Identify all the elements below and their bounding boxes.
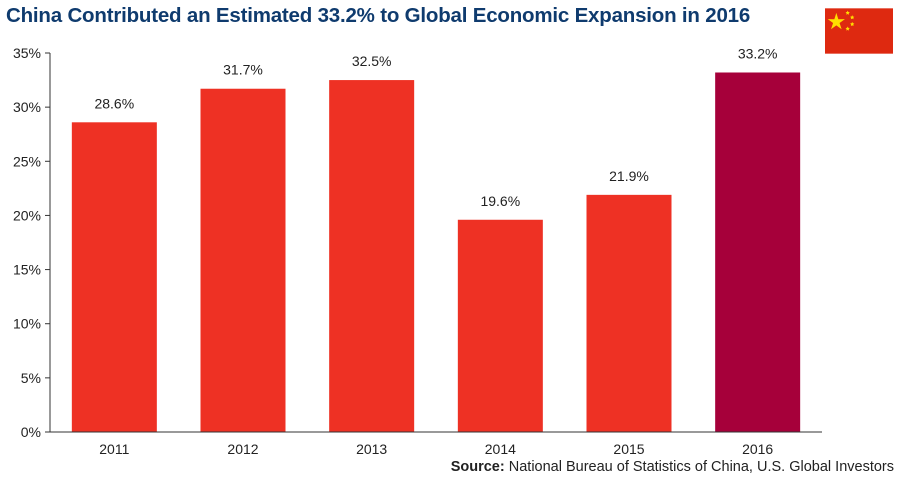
x-tick-label-2013: 2013 xyxy=(356,441,387,457)
y-tick-label: 0% xyxy=(21,424,41,440)
x-tick-label-2015: 2015 xyxy=(613,441,644,457)
source-note: Source: National Bureau of Statistics of… xyxy=(451,459,894,475)
data-label-2011: 28.6% xyxy=(94,95,134,111)
data-label-2015: 21.9% xyxy=(609,168,649,184)
x-tick-label-2011: 2011 xyxy=(99,441,129,457)
flag-large-star xyxy=(827,12,845,30)
data-label-2014: 19.6% xyxy=(480,193,520,209)
y-tick-label: 5% xyxy=(21,370,41,386)
y-tick-label: 10% xyxy=(13,316,41,332)
bar-2012 xyxy=(200,88,286,432)
flag-small-star-4 xyxy=(845,26,850,31)
data-label-2012: 31.7% xyxy=(223,62,263,78)
flag-small-star-3 xyxy=(850,21,855,27)
x-tick-label-2012: 2012 xyxy=(227,441,258,457)
y-tick-label: 30% xyxy=(13,99,41,115)
y-tick-label: 15% xyxy=(13,262,41,278)
bar-2016 xyxy=(715,72,801,433)
chart-title: China Contributed an Estimated 33.2% to … xyxy=(6,4,751,27)
source-label: Source: xyxy=(450,459,505,475)
source-text: National Bureau of Statistics of China, … xyxy=(508,459,894,475)
flag-small-star-2 xyxy=(850,15,855,20)
data-label-2013: 32.5% xyxy=(352,53,392,69)
x-tick-label-2014: 2014 xyxy=(485,441,516,457)
bar-2011 xyxy=(71,122,157,432)
x-tick-label-2016: 2016 xyxy=(742,441,773,457)
data-label-2016: 33.2% xyxy=(738,45,778,61)
bar-2015 xyxy=(586,194,672,432)
y-tick-label: 20% xyxy=(13,207,41,223)
bar-2013 xyxy=(329,80,415,433)
y-tick-label: 35% xyxy=(13,45,41,61)
china-flag-icon xyxy=(825,8,893,54)
bar-2014 xyxy=(457,219,543,432)
y-tick-label: 25% xyxy=(13,153,41,169)
flag-small-star-1 xyxy=(845,10,850,15)
